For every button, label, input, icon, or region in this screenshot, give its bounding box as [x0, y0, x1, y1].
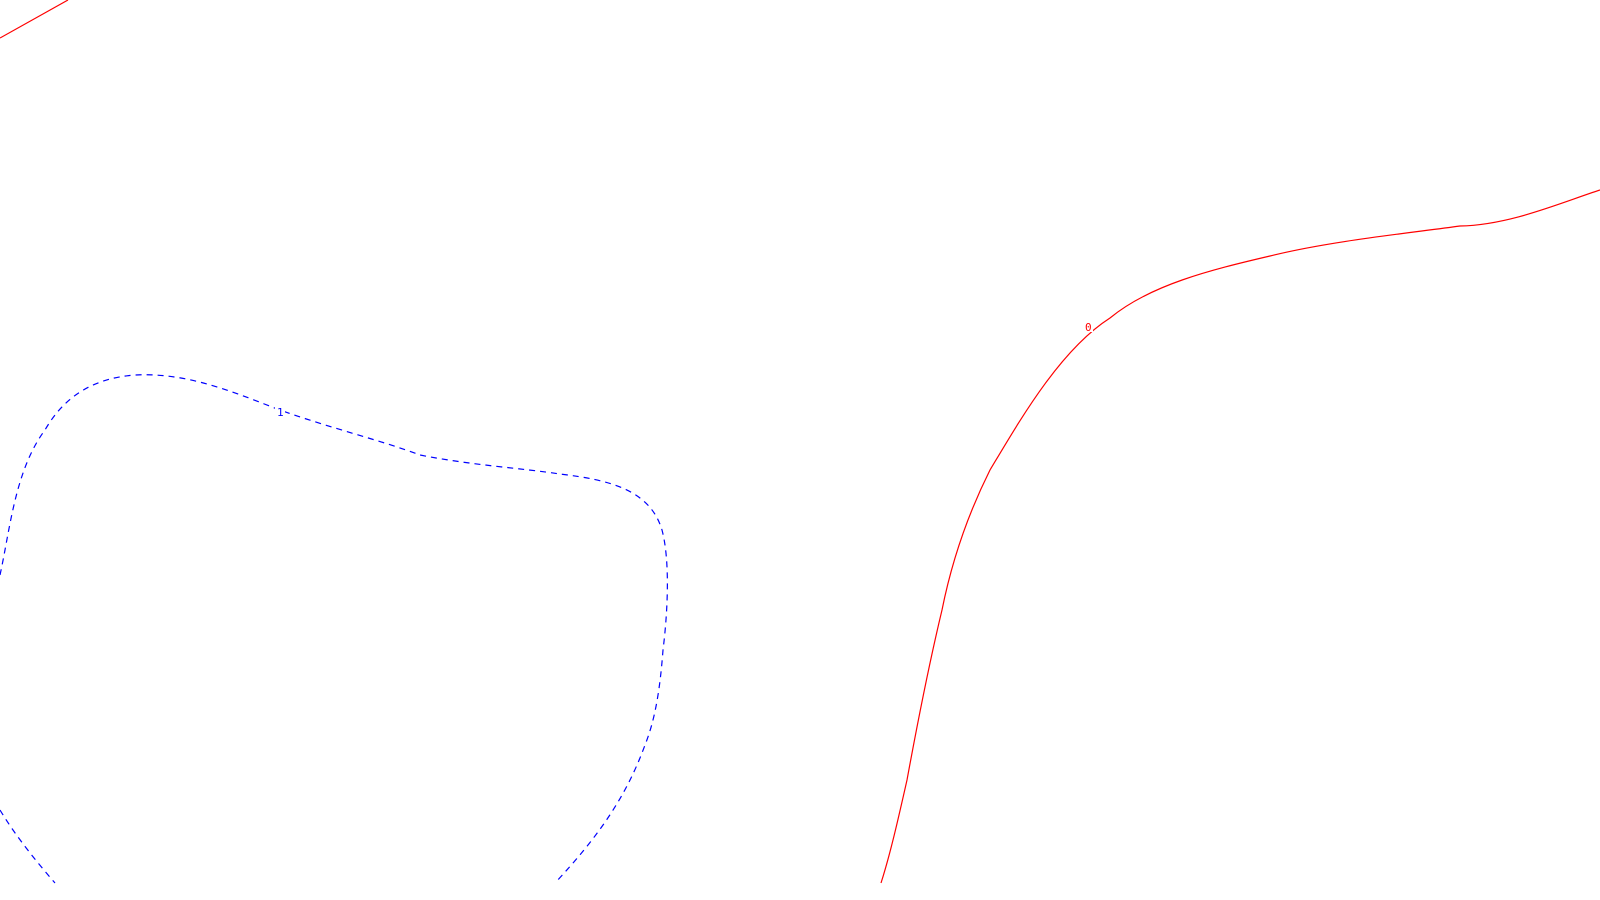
contour-label-background	[275, 404, 285, 417]
contour-line-level-1	[0, 374, 668, 884]
contour-line-level-0	[880, 189, 1600, 884]
contour-label-level-0: 0	[1085, 321, 1092, 334]
contour-label-background	[1083, 319, 1093, 332]
contour-line-level-0-fragment	[0, 0, 69, 39]
contour-line-level-1-fragment	[0, 809, 56, 884]
contour-label-level-1: 1	[277, 406, 284, 419]
